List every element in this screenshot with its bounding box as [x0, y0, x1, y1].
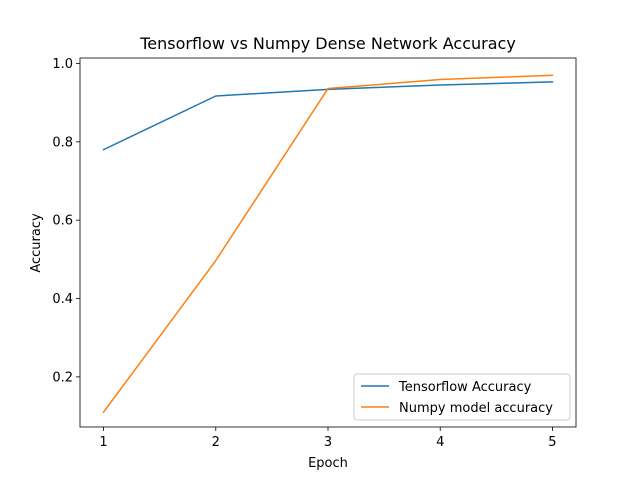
series-line-2: [102, 74, 554, 414]
legend-box: [353, 373, 571, 421]
x-tick-label-2: 2: [212, 435, 220, 450]
plot-area: 1 2 3 4 5 0.2 0.4 0.6 0.8 1.0 Tensorflow Accuracy N…: [52, 57, 577, 450]
y-tick-label-1: 0.4: [52, 292, 73, 307]
y-tick-label-2: 0.6: [52, 214, 73, 229]
x-axis-label: Epoch: [308, 456, 348, 471]
x-tick-label-4: 4: [436, 435, 444, 450]
chart-title: Tensorflow vs Numpy Dense Network Accura…: [139, 34, 516, 53]
y-axis-label: Accuracy: [29, 213, 44, 273]
legend-label-2: Numpy model accuracy: [399, 401, 553, 416]
y-tick-label-0: 0.2: [52, 370, 73, 385]
y-tick-label-4: 1.0: [52, 57, 73, 72]
x-tick-label-3: 3: [324, 435, 332, 450]
x-tick-label-5: 5: [548, 435, 556, 450]
y-tick-label-3: 0.8: [52, 135, 73, 150]
legend-label-1: Tensorflow Accuracy: [398, 380, 532, 395]
x-tick-label-1: 1: [99, 435, 107, 450]
